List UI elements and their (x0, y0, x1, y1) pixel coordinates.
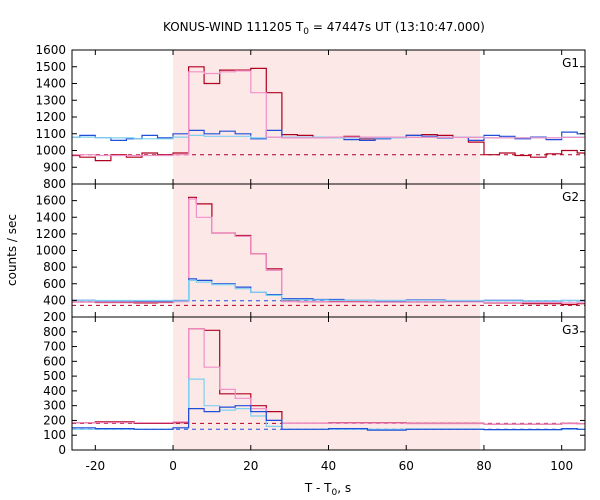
chart-title-subscript: 0 (303, 27, 309, 37)
panels-group: 8009001000110012001300140015001600G12004… (35, 43, 586, 473)
x-tick-label: 0 (169, 459, 177, 473)
g1-pink-hist (72, 70, 585, 157)
y-tick-label: 200 (43, 310, 66, 324)
chart-title: KONUS-WIND 111205 T0 = 47447s UT (13:10:… (163, 20, 485, 37)
y-tick-label: 500 (43, 369, 66, 383)
y-tick-label: 1100 (35, 127, 66, 141)
x-axis-label: T - T0, s (304, 481, 351, 498)
y-tick-label: 1400 (35, 210, 66, 224)
panel-label: G2 (562, 190, 579, 204)
chart-title-main: KONUS-WIND 111205 T (163, 20, 304, 34)
panel-label: G3 (562, 323, 579, 337)
y-tick-label: 300 (43, 399, 66, 413)
y-tick-label: 1600 (35, 43, 66, 57)
shaded-interval (173, 50, 481, 184)
x-axis-label-subscript: 0 (332, 488, 338, 498)
panel-g1: 800 900 1000 1100 1200 1300 1400 1500 1600 G1 (35, 43, 586, 191)
y-tick-label: 1000 (35, 144, 66, 158)
g2-light-blue-hist (72, 279, 585, 302)
y-tick-label: 1600 (35, 194, 66, 208)
x-tick-label: -20 (86, 459, 106, 473)
y-tick-label: 1000 (35, 244, 66, 258)
g3-pink-hist (72, 328, 585, 425)
y-tick-label: 800 (43, 325, 66, 339)
y-tick-label: 400 (43, 293, 66, 307)
y-tick-label: 1300 (35, 93, 66, 107)
y-tick-label: 800 (43, 260, 66, 274)
x-tick-label: 60 (399, 459, 414, 473)
y-tick-label: 800 (43, 177, 66, 191)
y-tick-label: 1200 (35, 227, 66, 241)
y-axis-label: counts / sec (5, 214, 19, 286)
shaded-interval (173, 184, 481, 317)
x-tick-label: 40 (321, 459, 336, 473)
y-tick-label: 1200 (35, 110, 66, 124)
panel-label: G1 (562, 56, 579, 70)
x-axis-label-main: T - T (304, 481, 332, 495)
y-tick-label: 100 (43, 428, 66, 442)
y-tick-label: 900 (43, 160, 66, 174)
x-tick-label: 100 (550, 459, 573, 473)
y-tick-label: 200 (43, 413, 66, 427)
y-tick-label: 1400 (35, 77, 66, 91)
x-tick-label: 20 (243, 459, 258, 473)
y-tick-label: 1500 (35, 60, 66, 74)
g3-blue-hist (72, 405, 585, 431)
y-tick-label: 600 (43, 277, 66, 291)
x-axis-label-rest: , s (337, 481, 351, 495)
chart-title-rest: = 47447s UT (13:10:47.000) (309, 20, 485, 34)
g2-pink-hist (72, 198, 585, 304)
shaded-interval (173, 317, 481, 450)
y-tick-label: 700 (43, 340, 66, 354)
x-tick-label: 80 (476, 459, 491, 473)
panel-g2: 200 400 600 800 1000 1200 1400 1600 G2 (35, 183, 586, 324)
y-tick-label: 0 (58, 443, 66, 457)
y-tick-label: 400 (43, 384, 66, 398)
y-tick-label: 600 (43, 354, 66, 368)
